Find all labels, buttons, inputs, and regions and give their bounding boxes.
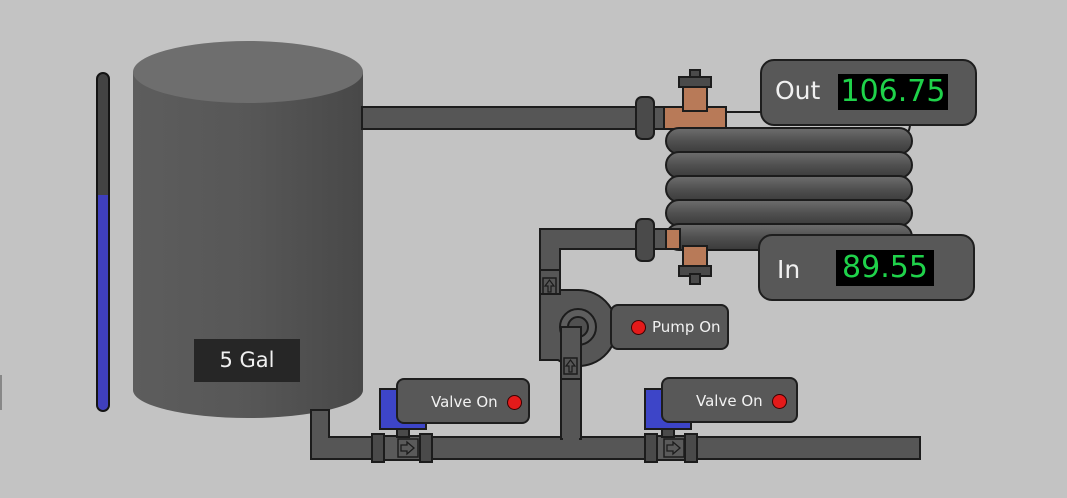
outlet-tee-fitting xyxy=(663,69,727,130)
pump-to-exchanger-pipe xyxy=(539,218,681,272)
pump[interactable] xyxy=(539,269,618,380)
tank xyxy=(133,41,363,418)
tank-level-fill xyxy=(98,194,108,410)
inlet-temperature-panel: In 89.55 xyxy=(758,234,975,301)
valve-1-status-indicator xyxy=(507,395,522,410)
valve-1-flow-arrow-icon xyxy=(397,438,419,458)
pump-status-indicator xyxy=(631,320,646,335)
valve-1-status-panel[interactable]: Valve On xyxy=(396,378,530,424)
outlet-temperature-value: 106.75 xyxy=(838,74,948,110)
valve-2-status-label: Valve On xyxy=(696,392,763,410)
tank-outlet-pipe xyxy=(361,96,665,140)
pump-inlet-arrow-icon xyxy=(563,357,578,375)
tank-level-gauge xyxy=(96,72,110,412)
valve-2-flow-arrow-icon xyxy=(663,438,685,458)
outlet-temperature-label: Out xyxy=(775,76,821,105)
pump-status-label: Pump On xyxy=(652,318,721,336)
valve-2-status-indicator xyxy=(772,394,787,409)
valve-2-status-panel[interactable]: Valve On xyxy=(661,377,798,423)
valve-1-status-label: Valve On xyxy=(431,393,498,411)
pump-outlet-arrow-icon xyxy=(542,277,557,295)
inlet-temperature-label: In xyxy=(777,255,801,284)
outlet-temperature-panel: Out 106.75 xyxy=(760,59,977,126)
pump-status-panel[interactable]: Pump On xyxy=(610,304,729,350)
inlet-tee-fitting xyxy=(678,245,712,285)
heat-exchanger-coil xyxy=(665,111,913,251)
inlet-temperature-value: 89.55 xyxy=(836,250,934,286)
tank-volume-readout: 5 Gal xyxy=(194,339,300,382)
